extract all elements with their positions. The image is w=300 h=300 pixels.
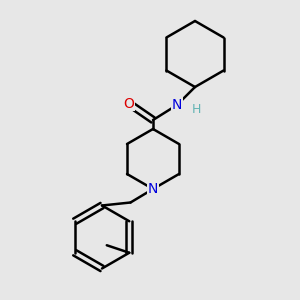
Text: O: O — [124, 97, 134, 110]
Text: N: N — [172, 98, 182, 112]
Text: H: H — [192, 103, 201, 116]
Text: N: N — [148, 182, 158, 196]
